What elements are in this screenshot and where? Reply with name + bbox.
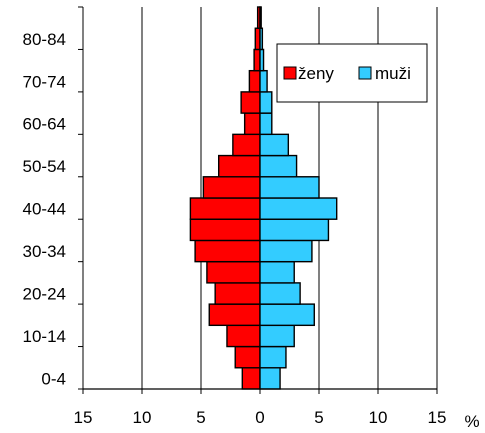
bar-zeny-55-59	[232, 133, 261, 157]
bar-muzi-35-39	[259, 218, 330, 242]
bar-muzi-40-44	[259, 197, 338, 220]
bar-muzi-20-24	[259, 282, 301, 305]
bar-zeny-5-9	[234, 345, 261, 369]
bar-zeny-70-74	[248, 69, 261, 93]
axes	[78, 6, 438, 394]
bar-muzi-45-49	[259, 176, 320, 199]
y-tick-label: 20-24	[23, 285, 66, 304]
bar-muzi-80-84	[259, 27, 264, 51]
x-unit-label: %	[464, 412, 479, 431]
bar-zeny-30-34	[194, 239, 261, 263]
bar-muzi-70-74	[259, 69, 268, 93]
bar-zeny-0-4	[241, 367, 261, 390]
y-tick-label: 60-64	[23, 115, 66, 134]
y-tick-label: 50-54	[23, 157, 66, 176]
x-tick-label: 5	[196, 408, 205, 427]
legend-swatch-zeny	[283, 66, 297, 80]
bar-muzi-30-34	[259, 239, 313, 263]
bar-muzi-65-69	[259, 91, 273, 114]
x-tick-label: 15	[428, 408, 447, 427]
y-tick-label: 10-14	[23, 327, 66, 346]
x-tick-label: 10	[369, 408, 388, 427]
y-tick-label: 40-44	[23, 200, 66, 219]
bar-zeny-75-79	[253, 48, 261, 72]
y-tick-label: 0-4	[41, 369, 66, 388]
bar-zeny-10-14	[226, 324, 261, 348]
legend-label-muzi: muži	[375, 64, 411, 83]
bar-zeny-25-29	[206, 260, 261, 284]
bar-zeny-65-69	[240, 91, 261, 114]
bar-muzi-75-79	[259, 48, 265, 72]
bar-zeny-50-54	[217, 154, 261, 178]
y-tick-label: 70-74	[23, 72, 66, 91]
bar-muzi-55-59	[259, 133, 290, 157]
legend: ženy muži	[276, 43, 428, 103]
bar-muzi-10-14	[259, 324, 295, 348]
bar-zeny-45-49	[202, 176, 261, 199]
bar-zeny-35-39	[189, 218, 261, 242]
y-tick-labels: 80-84 70-74 60-64 50-54 40-44 30-34 20-24 10-14…	[23, 30, 66, 389]
bar-zeny-80-84	[254, 27, 261, 51]
bar-muzi-25-29	[259, 260, 295, 284]
bars	[189, 6, 338, 390]
y-tick-label: 80-84	[23, 30, 66, 49]
x-tick-label: 5	[314, 408, 323, 427]
bar-zeny-20-24	[214, 282, 261, 305]
x-tick-label: 15	[74, 408, 93, 427]
y-tick-label: 30-34	[23, 242, 66, 261]
legend-swatch-muzi	[358, 66, 372, 80]
bar-muzi-85+	[259, 6, 262, 29]
bar-muzi-15-19	[259, 303, 315, 327]
bar-zeny-60-64	[243, 112, 261, 136]
bar-muzi-50-54	[259, 154, 298, 178]
bar-zeny-15-19	[208, 303, 261, 327]
x-tick-labels: 15 10 5 0 5 10 15	[74, 408, 447, 427]
bar-zeny-40-44	[189, 197, 261, 220]
legend-box	[276, 43, 428, 103]
bar-muzi-0-4	[259, 367, 281, 390]
bar-muzi-60-64	[259, 112, 273, 136]
bar-muzi-5-9	[259, 345, 287, 369]
x-tick-label: 0	[255, 408, 264, 427]
legend-label-zeny: ženy	[298, 64, 334, 83]
x-tick-label: 10	[133, 408, 152, 427]
